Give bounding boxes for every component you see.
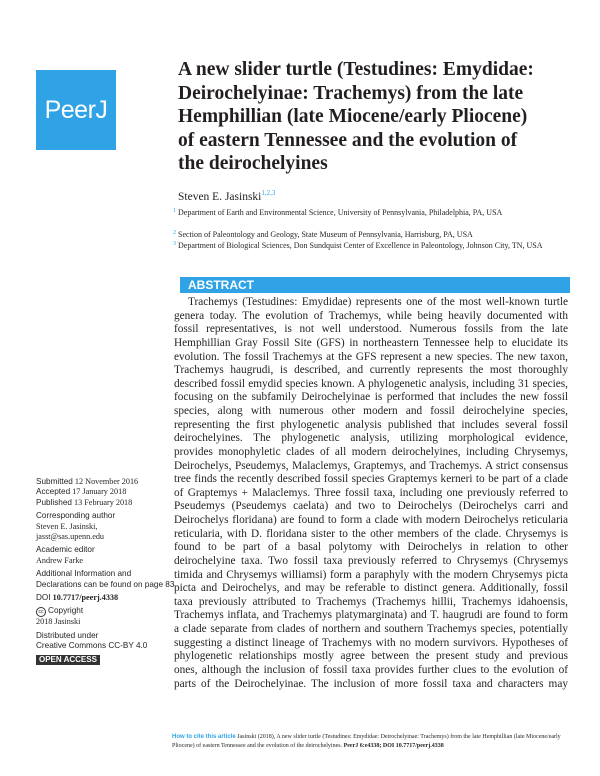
- abstract-line: representing the first phylogenetic anal…: [174, 418, 568, 431]
- abstract-line: found to be part of a basal polytomy wit…: [174, 541, 568, 554]
- affiliation: 1 Department of Earth and Environmental S…: [173, 208, 503, 217]
- corresponding-name: Steven E. Jasinski,: [36, 521, 98, 531]
- abstract-line: parts of the Deirochelyinae. The inclusi…: [174, 677, 568, 690]
- abstract-line: species, along with numerous other moder…: [174, 405, 568, 417]
- abstract-line: focusing on the subfamily Deirochelyinae…: [174, 391, 568, 404]
- cc-icon: cc: [36, 607, 46, 618]
- abstract-line: Deirochelys floridana) are found to form…: [174, 514, 568, 526]
- abstract-line: provides monophyletic clades of all mode…: [174, 445, 568, 458]
- doi-link[interactable]: 10.7717/peerj.4338: [52, 593, 119, 603]
- abstract-body: Trachemys (Testudines: Emydidae) represe…: [174, 296, 568, 691]
- abstract-line: Pseudemys (Pseudemys caelata) and two to…: [174, 500, 568, 513]
- abstract-line: described fossil emydid species known. A…: [174, 377, 568, 390]
- title-line: the deirochelyines: [178, 153, 328, 175]
- abstract-line: Trachemys haugrudi, is described, and cu…: [174, 364, 568, 377]
- additional-info: Additional Information and Declarations …: [36, 569, 175, 589]
- doi: DOI 10.7717/peerj.4338: [36, 593, 119, 603]
- editor-label: Academic editor: [36, 545, 95, 555]
- affiliation: 3 Department of Biological Sciences, Don …: [173, 241, 543, 250]
- published-date: Published 13 February 2018: [36, 497, 133, 507]
- paper-title: A new slider turtle (Testudines: Emydida…: [178, 58, 573, 176]
- abstract-line: Deirochelys, Pseudemys, Malaclemys, Grap…: [174, 459, 568, 472]
- abstract-line: timida and Chrysemys williamsi) form a p…: [174, 568, 568, 581]
- license-link[interactable]: Creative Commons CC-BY 4.0: [36, 641, 148, 651]
- abstract-line: tree finds the recently described fossil…: [174, 473, 568, 486]
- author-affiliation-links[interactable]: 1,2,3: [261, 189, 276, 197]
- abstract-line: Trachemys (Testudines: Emydidae) represe…: [188, 296, 568, 308]
- abstract-line: genera today. The evolution of Trachemys…: [174, 309, 568, 322]
- title-line: A new slider turtle (Testudines: Emydida…: [178, 59, 534, 80]
- abstract-line: of Graptemys + Malaclemys. Three fossil …: [174, 486, 568, 499]
- corresponding-label: Corresponding author: [36, 511, 116, 521]
- peerj-logo: PeerJ: [36, 70, 116, 150]
- affiliation: 2 Section of Paleontology and Geology, St…: [173, 230, 473, 239]
- accepted-date: Accepted 17 January 2018: [36, 487, 127, 497]
- abstract-line: Hemphillian Gray Fossil Site (GFS) in no…: [174, 336, 568, 349]
- abstract-line: Trachemys inflata, and Trachemys platyma…: [174, 609, 568, 622]
- article-metadata: Submitted 12 November 2016 Accepted 17 J…: [36, 477, 176, 666]
- abstract-line: fossil representatives, is not well unde…: [174, 323, 568, 336]
- author: Steven E. Jasinski1,2,3: [178, 189, 276, 203]
- copyright: cc Copyright: [36, 606, 176, 618]
- abstract-heading: ABSTRACT: [180, 277, 570, 293]
- title-line: Deirochelyinae: Trachemys) from the late: [178, 82, 524, 104]
- abstract-line: a clade separate from clades of northern…: [174, 623, 568, 635]
- abstract-line: deirochelyines. The phylogenetic analysi…: [174, 432, 568, 445]
- editor-name: Andrew Farke: [36, 555, 84, 565]
- open-access-badge: OPEN ACCESS: [36, 654, 100, 666]
- citation: How to cite this article Jasinski (2018)…: [172, 734, 561, 749]
- abstract-line: reticularia, with D. floridana sister to…: [174, 527, 568, 540]
- abstract-line: suggesting a distinct lineage of Trachem…: [174, 636, 568, 649]
- abstract-line: evolution. The fossil Trachemys at the G…: [174, 350, 568, 363]
- abstract-line: picta and Deirochelys, and may be refera…: [174, 582, 568, 595]
- title-line: of eastern Tennessee and the evolution o…: [178, 129, 518, 151]
- abstract-line: taxa previously attributed to Trachemys …: [174, 595, 568, 608]
- submitted-date: Submitted 12 November 2016: [36, 477, 139, 486]
- abstract-line: deirochelyine taxa. Two fossil taxa prev…: [174, 554, 568, 567]
- title-line: Hemphillian (late Miocene/early Pliocene…: [178, 106, 528, 128]
- abstract-line: ones, although the inclusion of fossil t…: [174, 663, 568, 676]
- corresponding-email[interactable]: jasst@sas.upenn.edu: [36, 532, 105, 542]
- abstract-line: phylogenetic relationships mostly agree …: [174, 650, 568, 663]
